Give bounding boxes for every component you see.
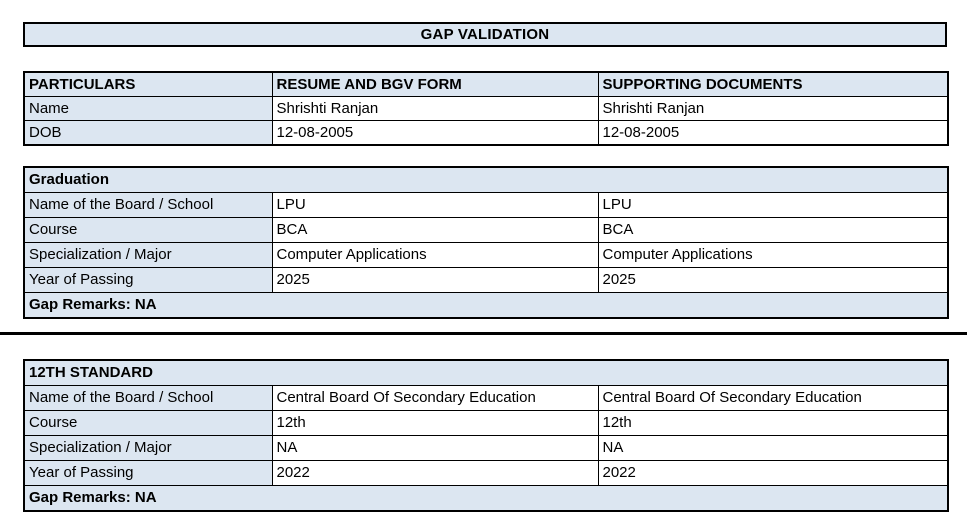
section-divider-line — [0, 332, 967, 335]
resume-value-cell: 12-08-2005 — [271, 120, 599, 146]
row-label-year-of-passing: Year of Passing — [23, 267, 273, 293]
table-row: Year of Passing 2025 2025 — [23, 267, 949, 293]
resume-value-cell: Shrishti Ranjan — [271, 96, 599, 121]
supporting-value-cell: 12th — [597, 410, 949, 436]
column-header-particulars: PARTICULARS — [23, 71, 273, 97]
table-row: Course 12th 12th — [23, 410, 949, 436]
supporting-value-cell: 2025 — [597, 267, 949, 293]
resume-value-cell: NA — [271, 435, 599, 461]
supporting-value-cell: Shrishti Ranjan — [597, 96, 949, 121]
resume-value-cell: Computer Applications — [271, 242, 599, 268]
supporting-value-cell: LPU — [597, 192, 949, 218]
supporting-value-cell: NA — [597, 435, 949, 461]
table-row: Specialization / Major Computer Applicat… — [23, 242, 949, 268]
supporting-value-cell: Central Board Of Secondary Education — [597, 385, 949, 411]
table-row: Name of the Board / School LPU LPU — [23, 192, 949, 218]
column-header-supporting: SUPPORTING DOCUMENTS — [597, 71, 949, 97]
particulars-table: PARTICULARS RESUME AND BGV FORM SUPPORTI… — [23, 71, 949, 146]
row-label-name: Name — [23, 96, 273, 121]
resume-value-cell: BCA — [271, 217, 599, 243]
graduation-table: Graduation Name of the Board / School LP… — [23, 166, 950, 319]
gap-remarks-row: Gap Remarks: NA — [23, 292, 949, 319]
supporting-value-cell: 12-08-2005 — [597, 120, 949, 146]
section-title-graduation: Graduation — [23, 166, 949, 193]
table-row: Name of the Board / School Central Board… — [23, 385, 949, 411]
resume-value-cell: Central Board Of Secondary Education — [271, 385, 599, 411]
table-row: Name Shrishti Ranjan Shrishti Ranjan — [23, 96, 949, 121]
row-label-specialization: Specialization / Major — [23, 242, 273, 268]
section-title-12th-standard: 12TH STANDARD — [23, 359, 949, 386]
resume-value-cell: 2022 — [271, 460, 599, 486]
supporting-value-cell: 2022 — [597, 460, 949, 486]
gap-remarks-cell: Gap Remarks: NA — [23, 485, 949, 512]
section-title-row: Graduation — [23, 166, 949, 193]
table-row: Year of Passing 2022 2022 — [23, 460, 949, 486]
section-title-row: 12TH STANDARD — [23, 359, 949, 386]
supporting-value-cell: BCA — [597, 217, 949, 243]
row-label-dob: DOB — [23, 120, 273, 146]
row-label-board-school: Name of the Board / School — [23, 192, 273, 218]
gap-remarks-row: Gap Remarks: NA — [23, 485, 949, 512]
column-header-resume-bgv: RESUME AND BGV FORM — [271, 71, 599, 97]
gap-remarks-cell: Gap Remarks: NA — [23, 292, 949, 319]
row-label-specialization: Specialization / Major — [23, 435, 273, 461]
supporting-value-cell: Computer Applications — [597, 242, 949, 268]
resume-value-cell: 12th — [271, 410, 599, 436]
row-label-course: Course — [23, 410, 273, 436]
twelfth-standard-table: 12TH STANDARD Name of the Board / School… — [23, 359, 950, 512]
row-label-course: Course — [23, 217, 273, 243]
resume-value-cell: 2025 — [271, 267, 599, 293]
page-title: GAP VALIDATION — [23, 22, 947, 47]
resume-value-cell: LPU — [271, 192, 599, 218]
row-label-board-school: Name of the Board / School — [23, 385, 273, 411]
table-row: DOB 12-08-2005 12-08-2005 — [23, 120, 949, 146]
table-row: Specialization / Major NA NA — [23, 435, 949, 461]
table-header-row: PARTICULARS RESUME AND BGV FORM SUPPORTI… — [23, 71, 949, 97]
table-row: Course BCA BCA — [23, 217, 949, 243]
row-label-year-of-passing: Year of Passing — [23, 460, 273, 486]
